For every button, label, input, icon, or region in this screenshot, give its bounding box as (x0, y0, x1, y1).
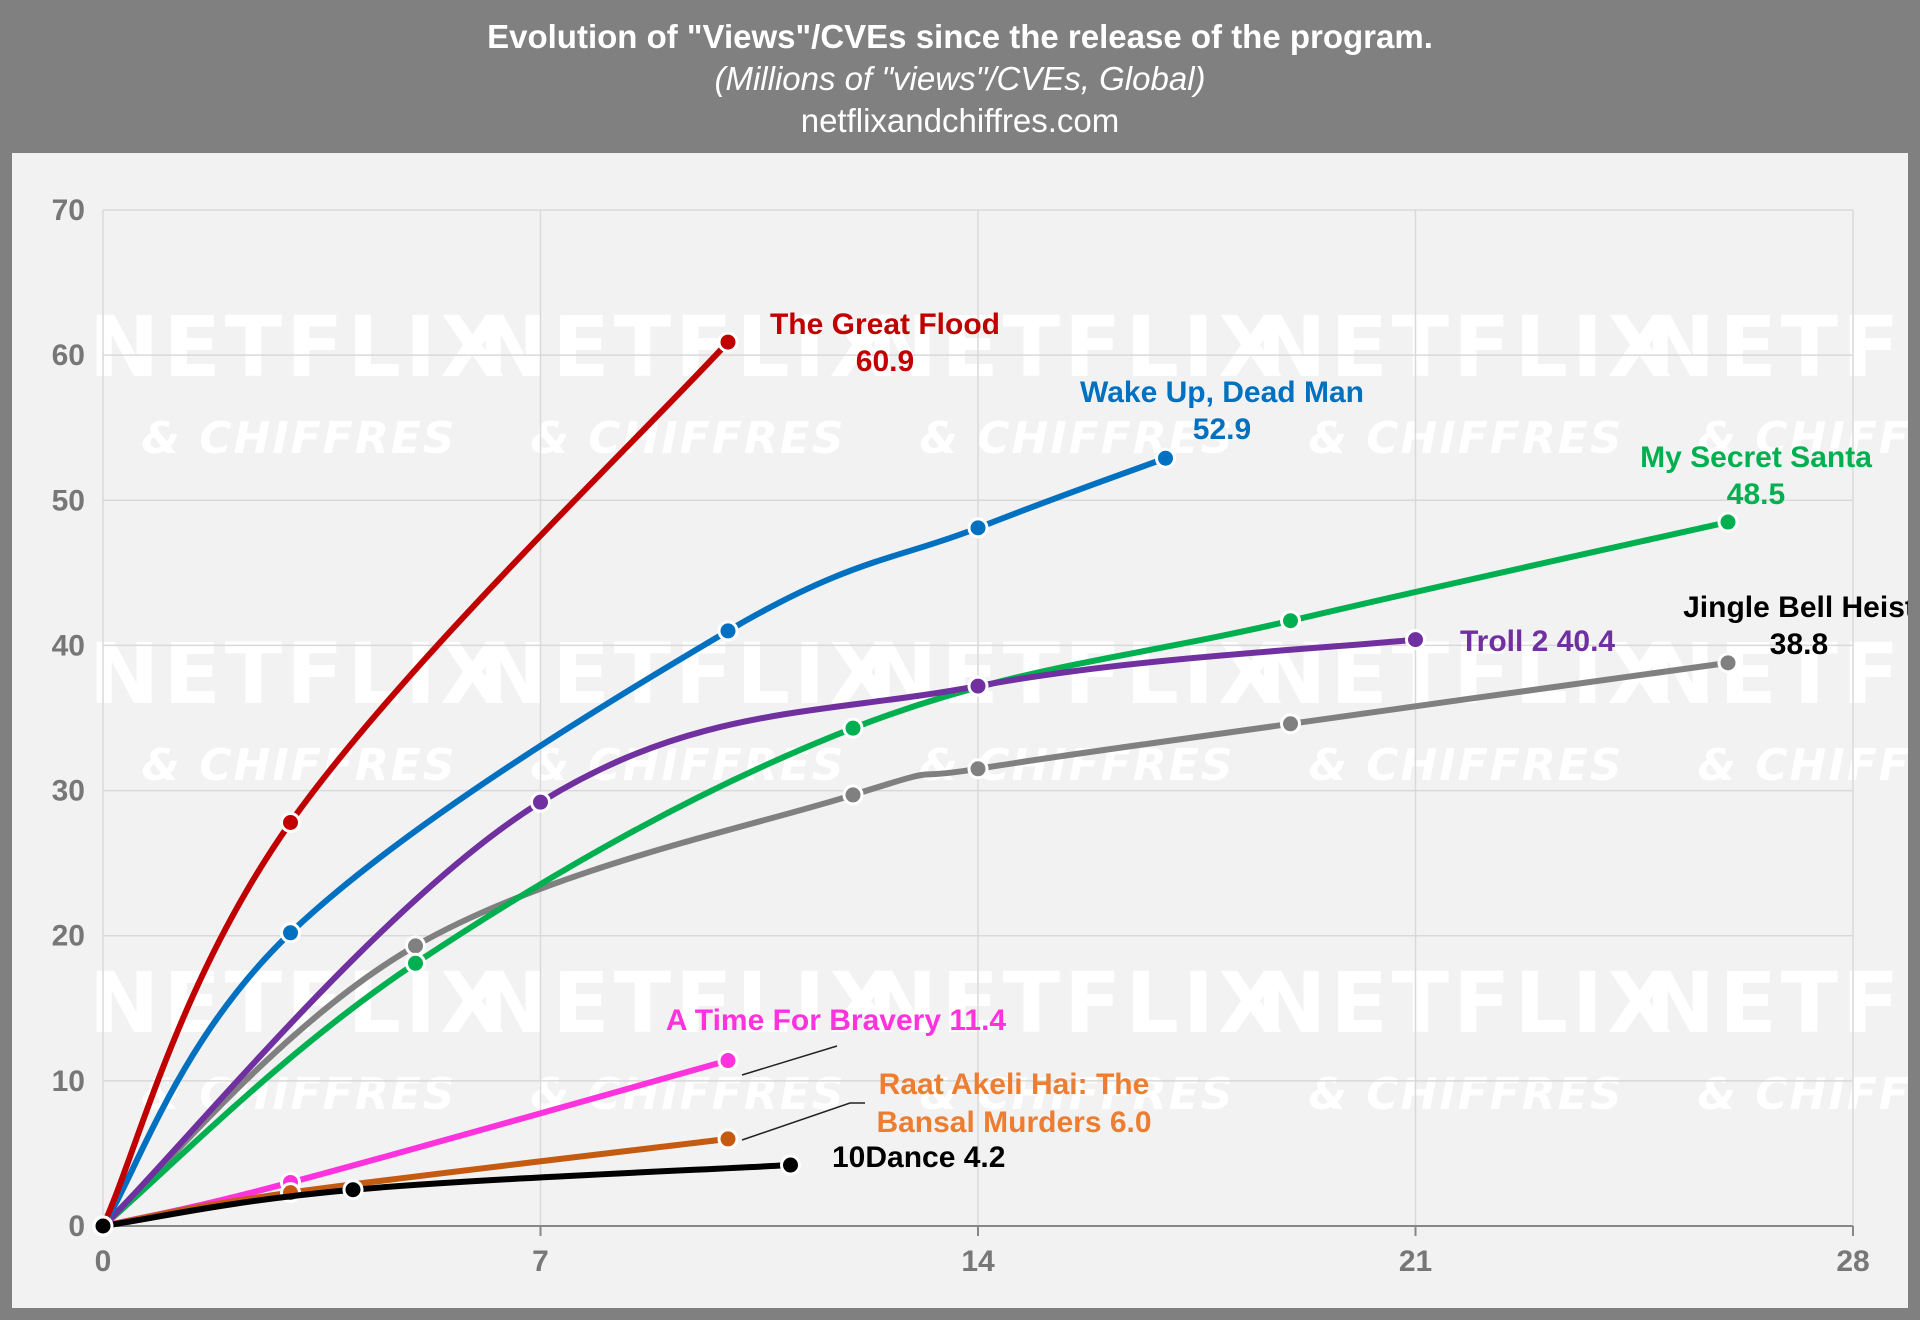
chart-title: Evolution of "Views"/CVEs since the rele… (487, 18, 1433, 55)
series-lines (92, 331, 1739, 1237)
series-label-troll-2: Troll 2 40.4 (1460, 625, 1615, 658)
y-tick-label: 30 (52, 775, 85, 808)
data-point-a-time-for-bravery-2 (717, 1050, 739, 1072)
watermark-netflix-2-4: NETFLIX (1645, 954, 1908, 1052)
data-point-the-great-flood-2 (717, 331, 739, 353)
data-point-wake-up-dead-man-3 (967, 517, 989, 539)
x-tick-label: 7 (532, 1245, 549, 1278)
watermark-chiffres-1-1: & CHIFFRES (531, 740, 846, 791)
series-label-my-secret-santa: 48.5 (1727, 478, 1785, 511)
series-line-troll-2 (100, 636, 1419, 1229)
series-label-a-time-for-bravery: A Time For Bravery 11.4 (666, 1004, 1006, 1037)
series-line-jingle-bell-heist (100, 659, 1731, 1229)
watermark-chiffres-2-1: & CHIFFRES (531, 1069, 846, 1120)
y-tick-label: 70 (52, 194, 85, 227)
watermark-netflix-1-0: NETFLIX (89, 625, 509, 723)
x-tick-label: 28 (1836, 1245, 1869, 1278)
series-labels: Jingle Bell Heist 38.8 My Secret Santa 48.5… (666, 308, 1908, 1174)
y-tick-label: 10 (52, 1065, 85, 1098)
watermark-chiffres-2-4: & CHIFFRES (1698, 1069, 1908, 1120)
series-10dance (92, 1154, 801, 1237)
data-point-jingle-bell-heist-1 (405, 935, 426, 957)
plot-panel: NETFLIX & CHIFFRES NETFLIX & CHIFFRES NETFLI… (12, 153, 1908, 1308)
watermark-chiffres-1-4: & CHIFFRES (1698, 740, 1908, 791)
leader-line-raat-akeli-hai-the-bansal-murders (741, 1102, 865, 1141)
series-label-jingle-bell-heist: 38.8 (1770, 628, 1828, 661)
line-chart: NETFLIX & CHIFFRES NETFLIX & CHIFFRES NETFLI… (52, 194, 1908, 1278)
series-label-raat-akeli-hai-the-bansal-murders: Raat Akeli Hai: The (879, 1068, 1150, 1101)
watermark-chiffres-0-4: & CHIFFRES (1698, 413, 1908, 464)
series-label-the-great-flood: The Great Flood (770, 308, 1000, 341)
watermark-chiffres-1-3: & CHIFFRES (1309, 740, 1624, 791)
watermark-netflix-2-2: NETFLIX (867, 954, 1287, 1052)
series-label-my-secret-santa: My Secret Santa (1640, 441, 1872, 474)
data-point-troll-2-3 (1405, 629, 1426, 651)
watermark-netflix-1-2: NETFLIX (867, 625, 1287, 723)
series-label-raat-akeli-hai-the-bansal-murders: Bansal Murders 6.0 (876, 1106, 1151, 1139)
series-label-wake-up-dead-man: 52.9 (1193, 413, 1251, 446)
watermark-netflix-0-3: NETFLIX (1256, 298, 1676, 396)
watermark-chiffres-2-3: & CHIFFRES (1309, 1069, 1624, 1120)
data-point-troll-2-2 (967, 675, 989, 697)
series-label-10dance: 10Dance 4.2 (832, 1141, 1005, 1174)
data-point-raat-akeli-hai-the-bansal-murders-2 (717, 1128, 739, 1150)
watermark-chiffres-0-0: & CHIFFRES (142, 413, 457, 464)
x-tick-label: 21 (1399, 1245, 1432, 1278)
data-point-10dance-1 (342, 1179, 364, 1201)
data-point-jingle-bell-heist-5 (1717, 652, 1739, 674)
watermark-netflix-2-0: NETFLIX (89, 954, 509, 1052)
series-jingle-bell-heist (92, 652, 1739, 1237)
watermark-netflix-0-1: NETFLIX (478, 298, 898, 396)
data-point-my-secret-santa-2 (842, 717, 864, 739)
data-point-jingle-bell-heist-3 (967, 758, 989, 780)
data-point-my-secret-santa-3 (1280, 610, 1301, 632)
data-point-10dance-0 (92, 1215, 114, 1237)
y-tick-label: 20 (52, 920, 85, 953)
y-tick-label: 40 (52, 629, 85, 662)
watermark-chiffres-2-2: & CHIFFRES (920, 1069, 1235, 1120)
data-point-my-secret-santa-1 (405, 952, 426, 974)
data-point-wake-up-dead-man-2 (717, 620, 739, 642)
data-point-wake-up-dead-man-4 (1155, 447, 1176, 469)
watermark-chiffres-1-0: & CHIFFRES (142, 740, 457, 791)
y-tick-label: 50 (52, 484, 85, 517)
series-line-10dance (100, 1162, 794, 1229)
chart-source: netflixandchiffres.com (800, 102, 1120, 139)
series-line-the-great-flood (100, 339, 731, 1229)
y-tick-label: 0 (68, 1210, 85, 1243)
watermark-chiffres-1-2: & CHIFFRES (920, 740, 1235, 791)
y-tick-label: 60 (52, 339, 85, 372)
watermark-chiffres-0-3: & CHIFFRES (1309, 413, 1624, 464)
watermark-netflix-0-0: NETFLIX (89, 298, 509, 396)
series-label-wake-up-dead-man: Wake Up, Dead Man (1080, 376, 1364, 409)
watermark-netflix-2-1: NETFLIX (478, 954, 898, 1052)
watermark-netflix-0-4: NETFLIX (1645, 298, 1908, 396)
watermark-netflix-1-3: NETFLIX (1256, 625, 1676, 723)
data-point-jingle-bell-heist-4 (1280, 713, 1301, 735)
watermark-chiffres-0-2: & CHIFFRES (920, 413, 1235, 464)
watermark-chiffres-0-1: & CHIFFRES (531, 413, 846, 464)
watermark-netflix-1-4: NETFLIX (1645, 625, 1908, 723)
data-point-the-great-flood-1 (280, 812, 301, 834)
watermark-chiffres-2-0: & CHIFFRES (142, 1069, 457, 1120)
series-label-the-great-flood: 60.9 (856, 345, 914, 378)
chart-header: Evolution of "Views"/CVEs since the rele… (0, 0, 1920, 153)
data-point-wake-up-dead-man-1 (280, 922, 301, 944)
watermark-netflix-0-2: NETFLIX (867, 298, 1287, 396)
watermark: NETFLIX & CHIFFRES NETFLIX & CHIFFRES NETFLI… (89, 298, 1908, 1120)
axes: 0 7 14 21 28 0 10 20 30 40 50 60 70 (52, 194, 1870, 1278)
x-tick-label: 0 (95, 1245, 112, 1278)
series-line-wake-up-dead-man (100, 455, 1169, 1229)
data-point-10dance-2 (780, 1154, 801, 1176)
data-point-jingle-bell-heist-2 (842, 784, 864, 806)
watermark-netflix-2-3: NETFLIX (1256, 954, 1676, 1052)
data-point-my-secret-santa-4 (1717, 511, 1739, 533)
leader-line-a-time-for-bravery (741, 1045, 838, 1076)
series-label-jingle-bell-heist: Jingle Bell Heist (1683, 591, 1908, 624)
chart-subtitle: (Millions of "views"/CVEs, Global) (714, 60, 1206, 97)
x-tick-label: 14 (961, 1245, 995, 1278)
data-point-troll-2-1 (530, 791, 551, 813)
